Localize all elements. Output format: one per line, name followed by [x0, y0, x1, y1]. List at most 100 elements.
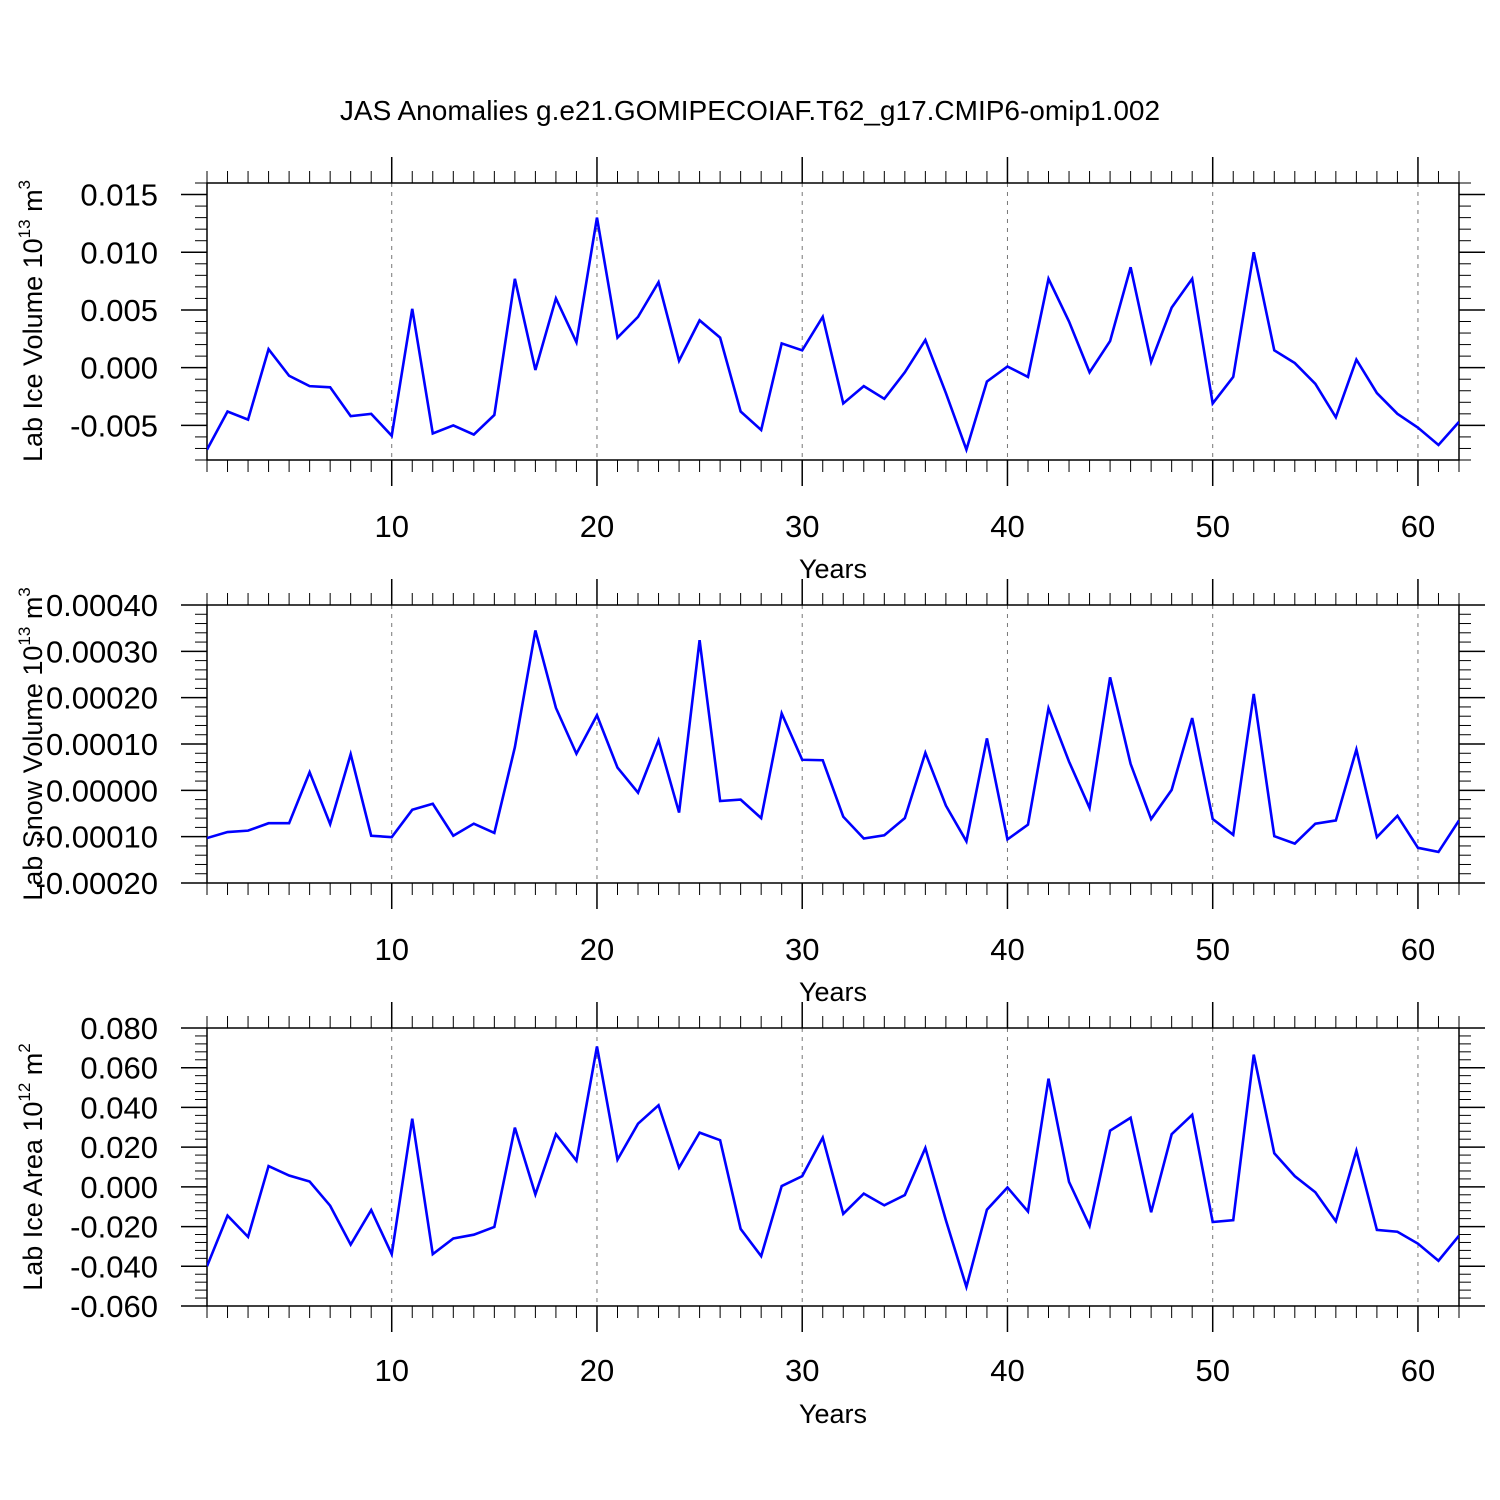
data-point — [842, 1213, 844, 1215]
data-point — [1253, 251, 1255, 253]
data-point — [822, 759, 824, 761]
data-point — [308, 1180, 310, 1182]
y-tick-label: 0.015 — [80, 178, 158, 213]
y-axis-title: Lab Ice Area 1012 m2 — [15, 1043, 48, 1291]
data-point — [329, 1205, 331, 1207]
x-tick-label: 40 — [990, 932, 1024, 967]
data-point — [308, 771, 310, 773]
data-point — [965, 840, 967, 842]
data-point — [1417, 426, 1419, 428]
x-tick-label: 60 — [1401, 932, 1435, 967]
data-point — [1396, 413, 1398, 415]
data-point — [1006, 838, 1008, 840]
plot-frame — [206, 604, 1460, 884]
data-point — [1088, 371, 1090, 373]
data-point — [452, 835, 454, 837]
y-tick-label: 0.040 — [80, 1090, 158, 1125]
data-point — [1006, 1186, 1008, 1188]
data-point — [822, 1136, 824, 1138]
x-tick-label: 30 — [785, 1353, 819, 1388]
x-tick-label: 40 — [990, 509, 1024, 544]
data-point — [534, 629, 536, 631]
data-point — [678, 1166, 680, 1168]
y-tick-label: -0.00020 — [36, 866, 158, 901]
data-point — [863, 1192, 865, 1194]
data-point — [555, 297, 557, 299]
data-point — [267, 822, 269, 824]
data-point — [1376, 392, 1378, 394]
data-point — [924, 339, 926, 341]
x-tick-label: 50 — [1195, 509, 1229, 544]
data-point — [1458, 1235, 1460, 1237]
data-point — [698, 319, 700, 321]
data-point — [1314, 1191, 1316, 1193]
data-point — [924, 1147, 926, 1149]
data-point — [863, 385, 865, 387]
x-axis-title: Years — [799, 554, 867, 584]
y-tick-label: 0.00040 — [46, 588, 158, 623]
data-point — [267, 348, 269, 350]
data-point — [1109, 1129, 1111, 1131]
y-tick-label: 0.020 — [80, 1130, 158, 1165]
data-point — [329, 823, 331, 825]
data-point — [698, 639, 700, 641]
data-point — [1314, 822, 1316, 824]
data-point — [1396, 815, 1398, 817]
data-point — [719, 336, 721, 338]
data-point — [1088, 807, 1090, 809]
data-point — [1129, 1117, 1131, 1119]
data-point — [1355, 1150, 1357, 1152]
data-point — [1273, 835, 1275, 837]
y-axis-title-unit-exponent: 2 — [15, 1043, 34, 1052]
data-point — [698, 1131, 700, 1133]
data-point — [780, 712, 782, 714]
data-point — [1396, 1231, 1398, 1233]
data-point — [473, 1234, 475, 1236]
x-tick-label: 10 — [374, 1353, 408, 1388]
data-point — [1129, 266, 1131, 268]
y-tick-label: -0.060 — [70, 1289, 158, 1324]
data-point — [1294, 842, 1296, 844]
data-point — [965, 448, 967, 450]
data-point — [1047, 1077, 1049, 1079]
data-point — [780, 342, 782, 344]
data-point — [945, 804, 947, 806]
x-axis-title: Years — [799, 977, 867, 1007]
data-point — [616, 1158, 618, 1160]
data-point — [1212, 1221, 1214, 1223]
data-point — [391, 836, 393, 838]
data-point — [1314, 383, 1316, 385]
data-point — [329, 386, 331, 388]
x-tick-label: 10 — [374, 932, 408, 967]
x-tick-label: 60 — [1401, 1353, 1435, 1388]
data-point — [1150, 1211, 1152, 1213]
data-point — [452, 1237, 454, 1239]
data-point — [883, 834, 885, 836]
y-tick-label: 0.00020 — [46, 681, 158, 716]
data-point — [1335, 1220, 1337, 1222]
data-point — [391, 435, 393, 437]
data-point — [349, 753, 351, 755]
data-point — [226, 831, 228, 833]
data-point — [1150, 818, 1152, 820]
data-point — [904, 371, 906, 373]
data-point — [1129, 763, 1131, 765]
data-point — [1335, 416, 1337, 418]
x-tick-label: 20 — [580, 509, 614, 544]
y-axis-title-exponent: 13 — [15, 627, 34, 646]
x-tick-label: 50 — [1195, 1353, 1229, 1388]
data-point — [288, 375, 290, 377]
y-axis-title-base: Lab Snow Volume 10 — [18, 646, 48, 901]
data-point — [1376, 836, 1378, 838]
data-point — [514, 1126, 516, 1128]
data-point — [575, 341, 577, 343]
data-point — [1417, 847, 1419, 849]
data-point — [1355, 748, 1357, 750]
data-point — [1294, 1175, 1296, 1177]
data-point — [1088, 1225, 1090, 1227]
data-point — [247, 829, 249, 831]
y-tick-label: -0.005 — [70, 408, 158, 443]
data-point — [226, 410, 228, 412]
data-point — [1027, 376, 1029, 378]
data-point — [842, 816, 844, 818]
